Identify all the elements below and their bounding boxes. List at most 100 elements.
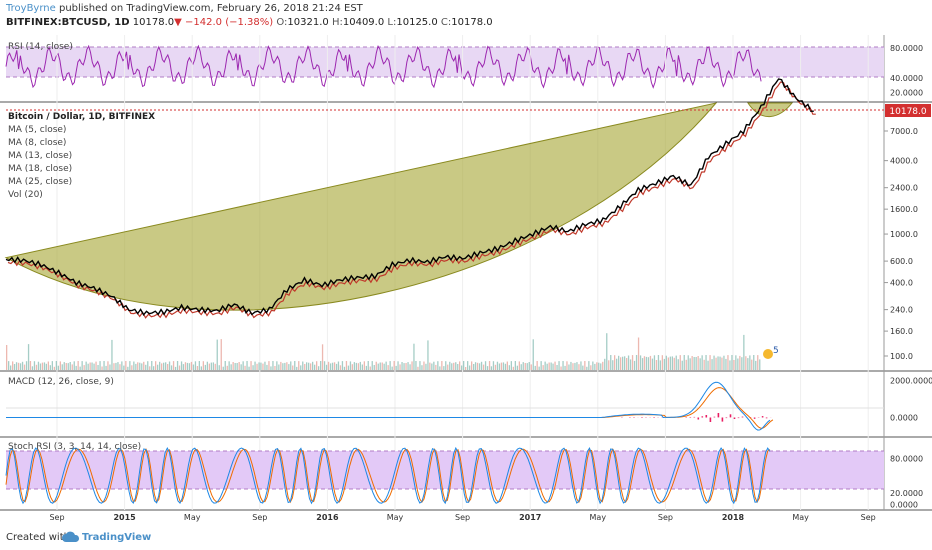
tradingview-brand[interactable]: TradingView [82, 532, 152, 543]
volume-bar [353, 362, 355, 370]
volume-bar [345, 361, 348, 370]
volume-bar [13, 364, 16, 370]
volume-bar [431, 363, 433, 370]
symbol-label[interactable]: BITFINEX:BTCUSD, 1D [6, 17, 130, 28]
volume-bar [751, 359, 753, 370]
macd-hist-bar [717, 413, 720, 418]
volume-bar [717, 356, 719, 370]
rsi-band [6, 47, 884, 77]
volume-bar [252, 365, 254, 370]
volume-bar [234, 363, 236, 370]
price-tick-label: 1000.0 [890, 230, 918, 239]
volume-bar [59, 361, 61, 370]
volume-bar [443, 366, 445, 370]
volume-bar [522, 362, 524, 370]
author-link[interactable]: TroyByrne [6, 3, 56, 14]
ma8-legend[interactable]: MA (8, close) [8, 138, 66, 148]
volume-bar [596, 362, 598, 370]
cup-shape [4, 102, 718, 311]
volume-bar [268, 361, 270, 370]
volume-bar [163, 362, 165, 370]
volume-bar [739, 355, 741, 370]
volume-bar [159, 361, 161, 370]
volume-bar [373, 365, 375, 370]
volume-bar [37, 361, 40, 370]
ma13-legend[interactable]: MA (13, close) [8, 151, 72, 161]
volume-bar [673, 357, 675, 370]
volume-bar [145, 364, 147, 370]
time-tick-label: Sep [252, 513, 267, 522]
volume-bar [445, 361, 447, 370]
volume-bar [149, 366, 151, 370]
volume-bar [206, 361, 208, 370]
volume-bar [455, 362, 457, 370]
volume-bar [367, 361, 369, 370]
macd-legend[interactable]: MACD (12, 26, close, 9) [8, 377, 114, 387]
volume-bar [415, 361, 417, 370]
time-tick-label: 2018 [722, 513, 745, 522]
volume-bar [643, 356, 646, 370]
volume-bar [79, 366, 81, 370]
ma18-legend[interactable]: MA (18, close) [8, 164, 72, 174]
stoch-legend[interactable]: Stoch RSI (3, 3, 14, 14, close) [8, 442, 141, 452]
volume-bar [391, 366, 393, 370]
volume-bar [544, 361, 546, 370]
volume-bar [17, 362, 20, 370]
price-tick-label: 1600.0 [890, 205, 918, 214]
volume-bar [506, 361, 508, 370]
volume-bar [556, 365, 558, 370]
volume-bar [655, 360, 658, 370]
volume-bar [290, 361, 292, 370]
volume-bar [23, 364, 26, 370]
volume-bar [554, 361, 556, 370]
volume-bar [691, 356, 693, 370]
volume-bar [85, 361, 87, 370]
volume-bar [566, 361, 568, 370]
volume-bar [335, 363, 338, 370]
macd-hist-bar [641, 417, 643, 418]
volume-bar [461, 365, 463, 370]
volume-bar [562, 361, 564, 370]
volume-legend[interactable]: Vol (20) [8, 190, 43, 200]
price-tick-label: 100.0 [890, 352, 913, 361]
volume-bar [447, 364, 449, 370]
volume-bar [568, 364, 570, 370]
volume-bar [168, 361, 171, 370]
volume-bar [105, 365, 107, 370]
ma5-legend[interactable]: MA (5, close) [8, 125, 66, 135]
volume-bar [663, 358, 665, 370]
volume-bar [651, 358, 654, 370]
volume-bar [405, 363, 407, 370]
volume-bar [689, 358, 691, 370]
volume-bar [327, 361, 330, 370]
rsi-legend[interactable]: RSI (14, close) [8, 42, 73, 52]
volume-bar [705, 355, 707, 370]
volume-bar [639, 355, 642, 370]
volume-bar [473, 364, 475, 370]
volume-bar [715, 357, 717, 370]
macd-line [6, 381, 771, 431]
volume-bar [91, 362, 93, 370]
pane-tick-label: 0.0000 [890, 500, 918, 509]
volume-bar [147, 361, 149, 370]
volume-bar [401, 362, 403, 370]
volume-bar [65, 363, 67, 370]
volume-bar [141, 363, 143, 370]
volume-bar [99, 361, 101, 370]
volume-bar [633, 360, 636, 370]
volume-bar [323, 361, 326, 370]
volume-bar [409, 364, 411, 370]
macd-hist-bar [653, 417, 655, 418]
volume-bar [178, 365, 181, 370]
volume-bar [143, 361, 145, 370]
ma25-legend[interactable]: MA (25, close) [8, 177, 72, 187]
volume-bar [244, 365, 246, 370]
volume-bar [266, 364, 268, 370]
main-title[interactable]: Bitcoin / Dollar, 1D, BITFINEX [8, 112, 155, 122]
volume-bar [155, 361, 157, 370]
volume-bar [604, 358, 606, 370]
event-badge[interactable]: 5 [763, 346, 779, 359]
volume-bar [665, 355, 667, 370]
volume-bar [320, 361, 322, 370]
macd-hist-bar [689, 417, 692, 418]
